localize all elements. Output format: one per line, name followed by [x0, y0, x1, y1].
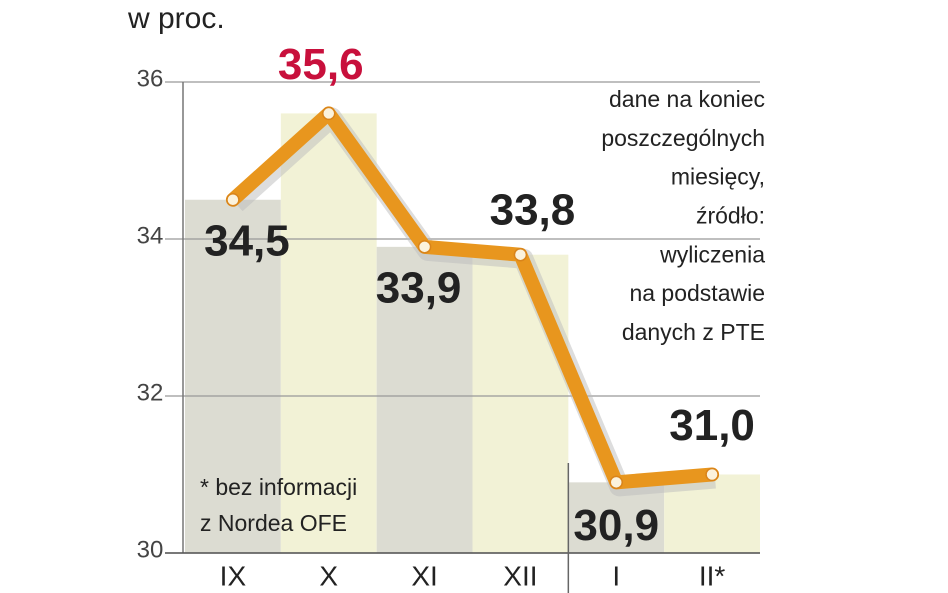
value-label: 30,9 — [573, 501, 659, 550]
note-line: źródło: — [696, 202, 765, 228]
x-tick-label: XI — [411, 560, 437, 591]
value-label: 35,6 — [278, 40, 364, 89]
column — [185, 199, 281, 553]
y-tick-label: 32 — [137, 379, 164, 406]
point — [226, 193, 240, 207]
point — [705, 467, 719, 482]
footnote-line: z Nordea OFE — [200, 510, 347, 536]
note-line: poszczególnych — [601, 125, 765, 151]
x-tick-label: I — [612, 560, 620, 591]
point — [322, 106, 336, 121]
note-line: wyliczenia — [659, 241, 765, 267]
column — [280, 113, 377, 554]
value-label: 33,8 — [490, 185, 576, 234]
point — [417, 240, 432, 254]
y-tick-label: 30 — [137, 536, 164, 563]
value-label: 34,5 — [204, 216, 290, 265]
column — [472, 254, 569, 553]
note-line: dane na koniec — [609, 86, 765, 112]
column — [376, 246, 473, 553]
x-tick-label: IX — [220, 560, 247, 591]
note-line: miesięcy, — [671, 164, 765, 190]
point — [609, 475, 623, 490]
x-tick-label: XII — [503, 560, 537, 591]
point — [513, 247, 528, 262]
value-label: 31,0 — [669, 401, 755, 450]
x-tick-label: X — [319, 560, 338, 591]
value-label: 33,9 — [376, 263, 462, 312]
line — [225, 106, 720, 490]
y-tick-label: 34 — [137, 222, 164, 249]
note-line: danych z PTE — [622, 319, 765, 345]
note-line: na podstawie — [629, 280, 765, 306]
footnote-line: * bez informacji — [200, 474, 357, 500]
y-tick-label: 36 — [137, 65, 164, 92]
x-tick-label: II* — [699, 560, 726, 591]
unit-label: w proc. — [127, 2, 225, 35]
